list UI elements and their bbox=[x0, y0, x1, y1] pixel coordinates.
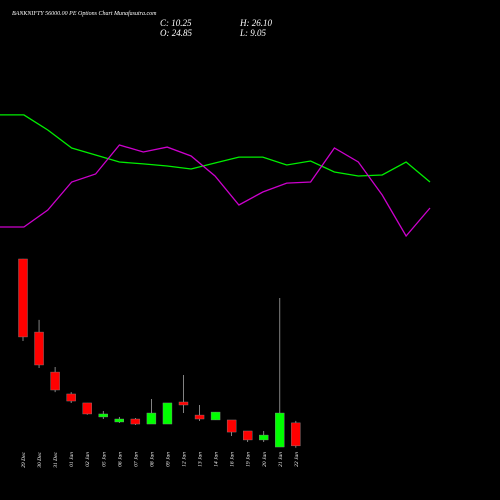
x-tick-label: 20 Jan bbox=[262, 452, 268, 467]
candle-body bbox=[50, 371, 60, 391]
x-tick-label: 16 Jan bbox=[230, 452, 236, 467]
candle-body bbox=[162, 402, 173, 425]
x-tick-label: 29 Dec bbox=[21, 451, 27, 467]
chart-title: BANKNIFTY 56000.00 PE Options Chart Muna… bbox=[12, 10, 157, 17]
candle-body bbox=[130, 418, 141, 425]
x-tick-label: 12 Jan bbox=[182, 452, 188, 467]
x-tick-label: 31 Dec bbox=[53, 451, 59, 468]
candle-body bbox=[242, 430, 253, 441]
candle-body bbox=[98, 413, 108, 418]
x-tick-label: 09 Jan bbox=[165, 452, 171, 467]
x-tick-label: 06 Jan bbox=[117, 452, 123, 467]
candle-body bbox=[66, 393, 76, 402]
ohlc-label: C: 10.25 bbox=[160, 18, 192, 28]
indicator-line bbox=[0, 114, 431, 183]
x-tick-label: 14 Jan bbox=[213, 452, 220, 467]
indicator-line bbox=[0, 144, 431, 238]
x-tick-label: 13 Jan bbox=[198, 452, 204, 467]
candle-body bbox=[146, 412, 157, 425]
ohlc-label: H: 26.10 bbox=[239, 18, 272, 28]
candle-body bbox=[114, 418, 125, 423]
x-tick-label: 30 Dec bbox=[37, 451, 43, 468]
candle-body bbox=[18, 258, 28, 338]
x-tick-label: 02 Jan bbox=[85, 452, 91, 467]
x-tick-label: 07 Jan bbox=[133, 452, 139, 467]
x-tick-label: 21 Jan bbox=[278, 452, 284, 467]
ohlc-label: L: 9.05 bbox=[239, 28, 267, 38]
x-tick-label: 08 Jan bbox=[149, 452, 155, 467]
candle-body bbox=[82, 402, 92, 415]
ohlc-label: O: 24.85 bbox=[160, 28, 192, 38]
candle-body bbox=[259, 434, 269, 441]
candle-body bbox=[194, 414, 205, 420]
candle-body bbox=[34, 331, 44, 366]
x-tick-label: 19 Jan bbox=[246, 452, 252, 467]
x-tick-label: 05 Jan bbox=[101, 452, 107, 467]
x-tick-label: 01 Jan bbox=[69, 452, 75, 467]
candle-body bbox=[275, 412, 285, 448]
candle-body bbox=[291, 422, 301, 447]
candle-body bbox=[210, 411, 221, 421]
candle-body bbox=[178, 401, 189, 406]
x-tick-label: 22 Jan bbox=[294, 452, 300, 467]
candle-body bbox=[226, 419, 237, 433]
